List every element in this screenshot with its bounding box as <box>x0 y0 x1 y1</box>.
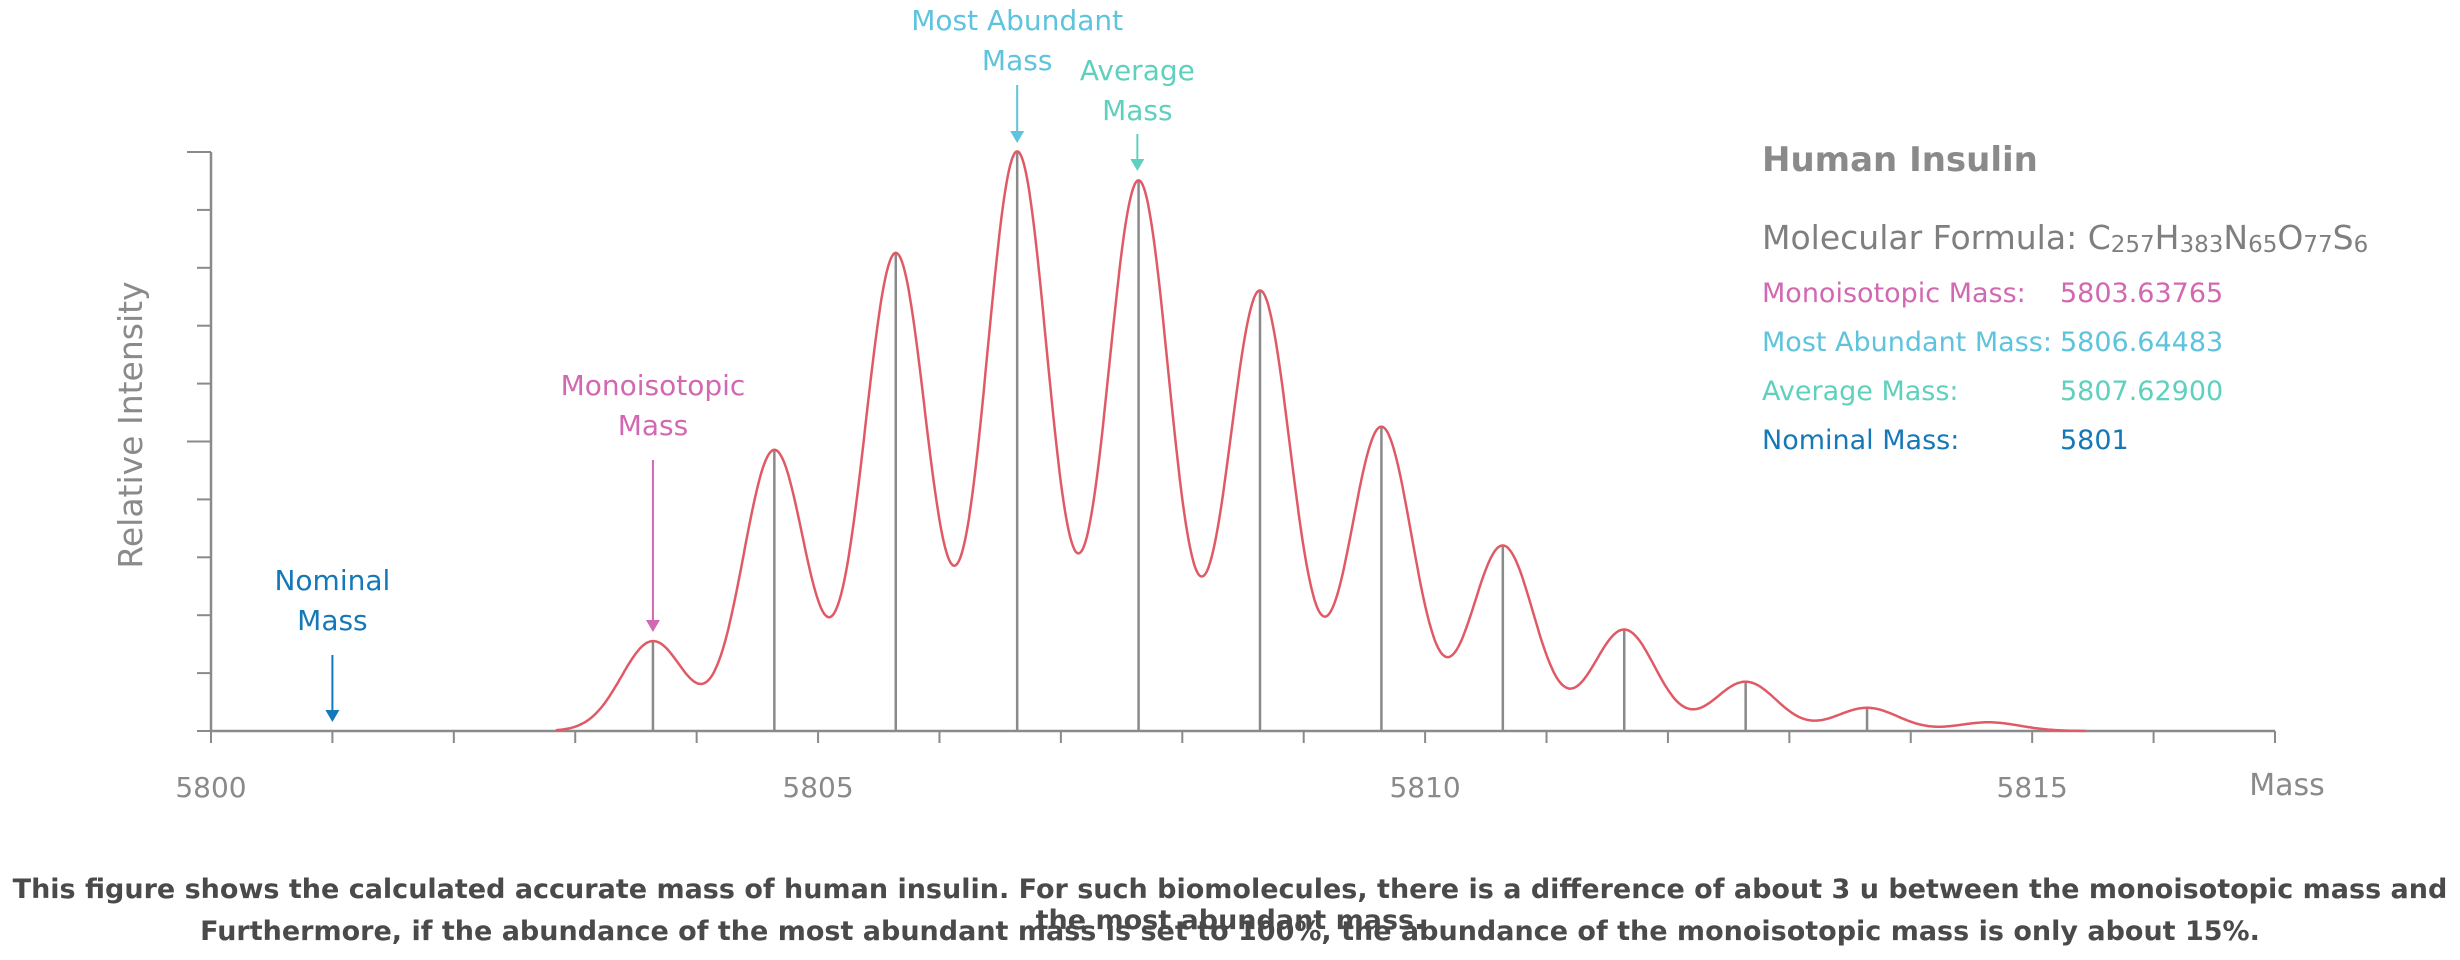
mass-row: Nominal Mass: 5801 <box>1762 425 2129 456</box>
formula-element: H383 <box>2154 218 2224 258</box>
annotations: Nominal Mass Monoisotopic Mass Most Abundant… <box>274 4 1195 722</box>
annotation-nominal-arrowhead <box>325 710 340 722</box>
formula-value: C257H383N65O77S6 <box>2087 218 2369 258</box>
x-tick-label: 5800 <box>175 771 246 804</box>
stick-peaks <box>651 152 1869 731</box>
mass-row-value: 5806.64483 <box>2060 327 2224 358</box>
mass-row: Average Mass: 5807.62900 <box>1762 376 2223 407</box>
mass-spectrum-chart: 5800 5805 5810 5815 Nominal Mass Monoisotopic… <box>111 4 2325 804</box>
molecular-formula: Molecular Formula: C257H383N65O77S6 <box>1762 218 2368 258</box>
mass-row-value: 5801 <box>2060 425 2129 456</box>
mass-row-value: 5807.62900 <box>2060 376 2224 407</box>
formula-element: C257 <box>2087 218 2155 258</box>
x-tick-label: 5810 <box>1389 771 1460 804</box>
mass-row: Monoisotopic Mass: 5803.63765 <box>1762 278 2223 309</box>
annotation-monoisotopic-label: Mass <box>618 409 689 442</box>
caption-line-2: Furthermore, if the abundance of the mos… <box>200 916 2260 947</box>
formula-element: O77 <box>2277 218 2333 258</box>
annotation-most-abundant-label: Most Abundant <box>911 4 1123 37</box>
annotation-most-abundant-arrowhead <box>1010 131 1025 143</box>
caption-line-1: This figure shows the calculated accurat… <box>12 874 2448 936</box>
x-axis-label: Mass <box>2249 768 2325 803</box>
x-tick-label: 5815 <box>1997 771 2068 804</box>
axes: 5800 5805 5810 5815 <box>175 151 2276 804</box>
annotation-average-arrowhead <box>1130 159 1145 171</box>
formula-element: N65 <box>2223 218 2278 258</box>
mass-row: Most Abundant Mass: 5806.64483 <box>1762 327 2223 358</box>
formula-element: S6 <box>2332 218 2369 258</box>
y-axis-label: Relative Intensity <box>111 281 150 568</box>
mass-row-label: Most Abundant Mass: <box>1762 327 2052 358</box>
annotation-average-label: Mass <box>1102 94 1173 127</box>
isotope-profile-curve <box>555 150 2086 733</box>
x-tick-label: 5805 <box>782 771 853 804</box>
mass-row-label: Nominal Mass: <box>1762 425 1960 456</box>
annotation-nominal-label: Nominal <box>274 564 390 597</box>
mass-row-label: Monoisotopic Mass: <box>1762 278 2026 309</box>
annotation-monoisotopic-arrowhead <box>645 620 660 632</box>
formula-label: Molecular Formula: <box>1762 218 2078 257</box>
annotation-average-label: Average <box>1080 54 1195 87</box>
info-title: Human Insulin <box>1762 140 2038 180</box>
annotation-nominal-label: Mass <box>297 604 368 637</box>
mass-row-label: Average Mass: <box>1762 376 1959 407</box>
mass-row-value: 5803.63765 <box>2060 278 2224 309</box>
annotation-monoisotopic-label: Monoisotopic <box>561 369 746 402</box>
annotation-most-abundant-label: Mass <box>982 44 1053 77</box>
